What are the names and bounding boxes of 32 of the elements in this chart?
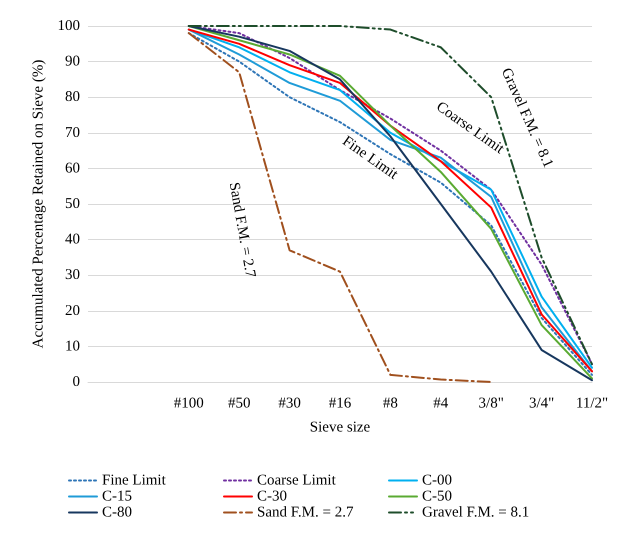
x-tick-label: 3/8" [478,396,504,412]
y-tick-label: 10 [65,338,80,354]
x-tick-label: #8 [382,396,398,412]
y-tick-label: 20 [65,302,80,319]
x-tick-label: 3/4" [528,396,554,412]
legend-label: Coarse Limit [257,472,337,488]
legend-label: C-00 [422,472,452,488]
y-tick-label: 70 [65,124,80,141]
y-tick-label: 0 [72,374,80,390]
x-tick-label: #4 [433,396,449,412]
legend-label: C-80 [102,504,132,520]
legend-label: C-15 [102,488,132,504]
legend-label: Gravel F.M. = 8.1 [422,504,530,520]
legend-label: Sand F.M. = 2.7 [257,504,354,520]
legend-label: C-50 [422,488,452,504]
legend-label: C-30 [257,488,287,504]
x-tick-label: 11/2" [576,396,608,412]
y-tick-label: 40 [65,232,80,248]
x-tick-label: #50 [228,396,250,412]
y-tick-label: 60 [65,160,80,176]
y-tick-label: 90 [65,54,80,70]
x-tick-label: #100 [174,396,204,412]
y-axis-title: Accumulated Percentage Retained on Sieve (%) [30,60,46,348]
x-tick-label: #16 [328,396,352,412]
y-tick-label: 80 [65,89,80,106]
y-tick-label: 50 [65,196,80,212]
x-tick-label: #30 [278,396,301,412]
x-axis-title: Sieve size [310,420,371,436]
legend-label: Fine Limit [102,472,167,488]
annotation: Sand F.M. = 2.7 [226,181,258,280]
y-tick-label: 30 [65,267,80,284]
y-tick-label: 100 [58,18,80,34]
